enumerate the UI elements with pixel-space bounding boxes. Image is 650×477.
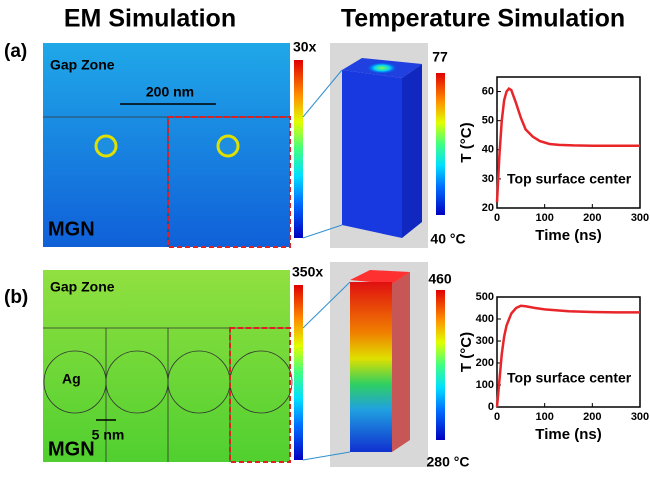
y-tick-label: 50 [482,115,494,127]
em-map [43,270,290,462]
figure: EM Simulation Temperature Simulation (a)… [0,0,650,472]
header: EM Simulation [64,5,236,33]
x-tick-label: 100 [535,411,553,423]
x-tick-label: 300 [631,411,649,423]
colorbar [436,73,445,215]
x-tick-label: 0 [494,212,500,224]
y-tick-label: 400 [476,313,494,325]
panel-label: (a) [4,41,27,62]
temp-max: 77 [432,49,448,65]
line [497,306,640,407]
x-tick-label: 100 [535,212,553,224]
scale-label: 350x [292,264,323,280]
x-tick-label: 200 [583,411,601,423]
temp-min: 40 °C [430,231,465,247]
y-tick-label: 100 [476,379,494,391]
y-tick-label: 500 [476,291,494,303]
particle-label: Ag [62,371,81,387]
colorbar [294,60,303,238]
y-tick-label: 0 [488,401,494,413]
x-axis-label: Time (ns) [535,227,601,244]
annotation: Top surface center [507,171,632,187]
y-tick-label: 40 [482,144,494,156]
em-map [43,43,290,247]
spacing-label: 200 nm [146,84,194,100]
colorbar [294,285,303,460]
x-tick-label: 200 [583,212,601,224]
annotation: Top surface center [507,370,632,386]
y-tick-label: 300 [476,335,494,347]
y-tick-label: 60 [482,85,494,97]
spacing-label: 5 nm [92,427,125,443]
scale-label: 30x [293,39,317,55]
zone-label: Gap Zone [50,57,115,73]
plot-frame [497,77,640,208]
x-axis-label: Time (ns) [535,426,601,443]
temp-min: 280 °C [427,454,470,470]
y-axis-label: T (°C) [458,122,475,162]
x-tick-label: 300 [631,212,649,224]
y-tick-label: 30 [482,173,494,185]
panel-label: (b) [4,287,28,308]
x-tick-label: 0 [494,411,500,423]
temp-max: 460 [428,271,452,287]
y-tick-label: 200 [476,357,494,369]
colorbar [436,290,445,440]
zone-label: Gap Zone [50,279,115,295]
header: Temperature Simulation [341,5,625,33]
substrate-label: MGN [48,438,95,460]
substrate-label: MGN [48,218,95,240]
y-tick-label: 20 [482,202,494,214]
y-axis-label: T (°C) [458,332,475,372]
